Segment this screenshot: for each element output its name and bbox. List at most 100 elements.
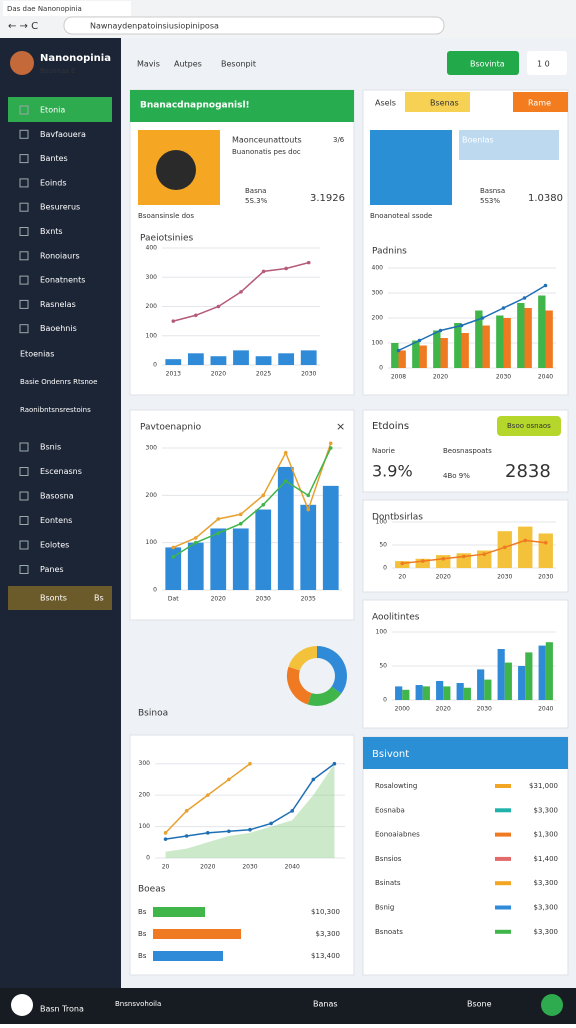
url-bar[interactable] xyxy=(63,16,445,35)
menu-item[interactable]: Besurerus xyxy=(40,203,80,212)
taskbar-label[interactable]: Bnsnsvohoila xyxy=(115,1000,161,1008)
profile-box xyxy=(370,130,452,205)
taskbar-label[interactable]: Bsone xyxy=(467,1000,492,1009)
chip-label[interactable]: Rame xyxy=(528,99,551,108)
donut-slice xyxy=(307,686,342,706)
nav[interactable]: Besonpit xyxy=(221,60,256,69)
point xyxy=(311,777,316,782)
bar xyxy=(525,652,533,700)
card xyxy=(362,599,569,729)
header-button[interactable] xyxy=(447,51,519,75)
menu-icon xyxy=(19,565,29,574)
menu-item[interactable]: Bantes xyxy=(40,154,68,163)
row-label: Bs xyxy=(138,908,147,916)
point xyxy=(227,829,231,834)
x-tick-label: 2020 xyxy=(436,574,451,581)
chip[interactable] xyxy=(513,92,568,112)
menu-icon xyxy=(19,442,29,452)
chip[interactable] xyxy=(405,92,470,112)
value: 3.1926 xyxy=(310,193,345,204)
menu-item[interactable]: Ronoiaurs xyxy=(40,251,80,260)
point xyxy=(459,323,464,328)
menu-item[interactable]: Eolotes xyxy=(40,541,69,550)
point xyxy=(417,338,422,343)
tab[interactable] xyxy=(3,1,131,16)
start-icon[interactable] xyxy=(11,994,33,1016)
close[interactable]: × xyxy=(336,420,345,433)
x-tick-label: 2000 xyxy=(395,706,410,713)
point xyxy=(184,834,189,838)
menu-item[interactable]: Basosna xyxy=(40,492,74,501)
bar xyxy=(518,666,526,700)
menu-item[interactable]: Baoehnis xyxy=(40,324,77,333)
y-tick-label: 200 xyxy=(139,792,151,799)
bar xyxy=(440,338,448,368)
tab[interactable]: Asels xyxy=(375,99,396,108)
y-tick-label: 200 xyxy=(146,303,158,310)
bar xyxy=(187,353,204,365)
menu-item[interactable]: Eoinds xyxy=(40,178,67,187)
active-item[interactable] xyxy=(8,97,112,122)
brand: Nanonopinia xyxy=(40,53,111,64)
chart-title: Bsinoa xyxy=(138,709,168,719)
point xyxy=(400,561,405,566)
point xyxy=(328,446,333,450)
footer-label[interactable]: Bsonts xyxy=(40,594,67,603)
point xyxy=(441,557,446,561)
menu-item[interactable]: Eontens xyxy=(40,516,72,525)
x-tick-label: 2013 xyxy=(166,371,181,378)
menu-item[interactable]: Bsnis xyxy=(40,443,61,452)
bar xyxy=(210,528,227,590)
point xyxy=(502,545,507,550)
row-bar xyxy=(153,929,241,939)
row-label: Eonoaiabnes xyxy=(375,831,420,839)
nav-arrows[interactable]: ← → C xyxy=(8,21,38,32)
stat: 2838 xyxy=(505,461,551,482)
point xyxy=(238,521,243,526)
row-bar xyxy=(495,856,511,861)
point xyxy=(205,793,210,797)
name: Maonceunattouts xyxy=(232,136,302,145)
bar xyxy=(300,350,317,365)
menu-item[interactable]: Bxnts xyxy=(40,227,63,236)
menu-item[interactable]: Rasnelas xyxy=(40,300,76,309)
y-tick-label: 100 xyxy=(146,539,158,546)
footer-item[interactable] xyxy=(8,586,112,610)
menu-item[interactable]: Panes xyxy=(40,565,64,574)
button-label[interactable]: Bsovinta xyxy=(470,60,505,69)
bar xyxy=(545,642,553,700)
nav[interactable]: Autpes xyxy=(174,60,202,69)
header-badge[interactable] xyxy=(527,51,567,75)
bar xyxy=(518,526,533,568)
chip-label[interactable]: Bsenas xyxy=(430,99,459,108)
menu-item[interactable]: Etonia xyxy=(40,106,65,115)
avatar xyxy=(156,150,196,190)
tab-title: Das dae Nanonopinia xyxy=(7,5,82,13)
point xyxy=(227,777,231,782)
menu-item[interactable]: Eonatnents xyxy=(40,276,85,285)
point xyxy=(306,260,311,265)
caption: Bsoansinsle dos xyxy=(138,212,194,220)
tray-icon[interactable] xyxy=(541,994,563,1016)
y-tick-label: 400 xyxy=(372,265,384,272)
card-title: Etdoins xyxy=(372,421,409,432)
bar xyxy=(433,330,441,368)
taskbar-label[interactable]: Banas xyxy=(313,1000,338,1009)
y-tick-label: 0 xyxy=(153,587,157,594)
link[interactable]: Raonibntsnsrestoins xyxy=(20,406,91,414)
point xyxy=(238,512,243,517)
menu-item[interactable]: Bavfaouera xyxy=(40,130,86,139)
menu-item[interactable]: Escenasns xyxy=(40,467,82,476)
x-tick-label: 2020 xyxy=(211,596,226,603)
x-tick-label: 20 xyxy=(162,864,170,871)
bar xyxy=(482,325,490,368)
bar xyxy=(322,485,339,590)
y-tick-label: 400 xyxy=(146,245,158,252)
menu-icon xyxy=(19,178,29,188)
point xyxy=(171,319,176,323)
nav[interactable]: Mavis xyxy=(137,60,160,69)
badge-label[interactable]: 1 0 xyxy=(537,60,550,69)
link[interactable]: Basie Ondenrs Rtsnoe xyxy=(20,378,97,386)
point xyxy=(480,316,485,320)
caption: Bnoanoteal ssode xyxy=(370,212,432,220)
